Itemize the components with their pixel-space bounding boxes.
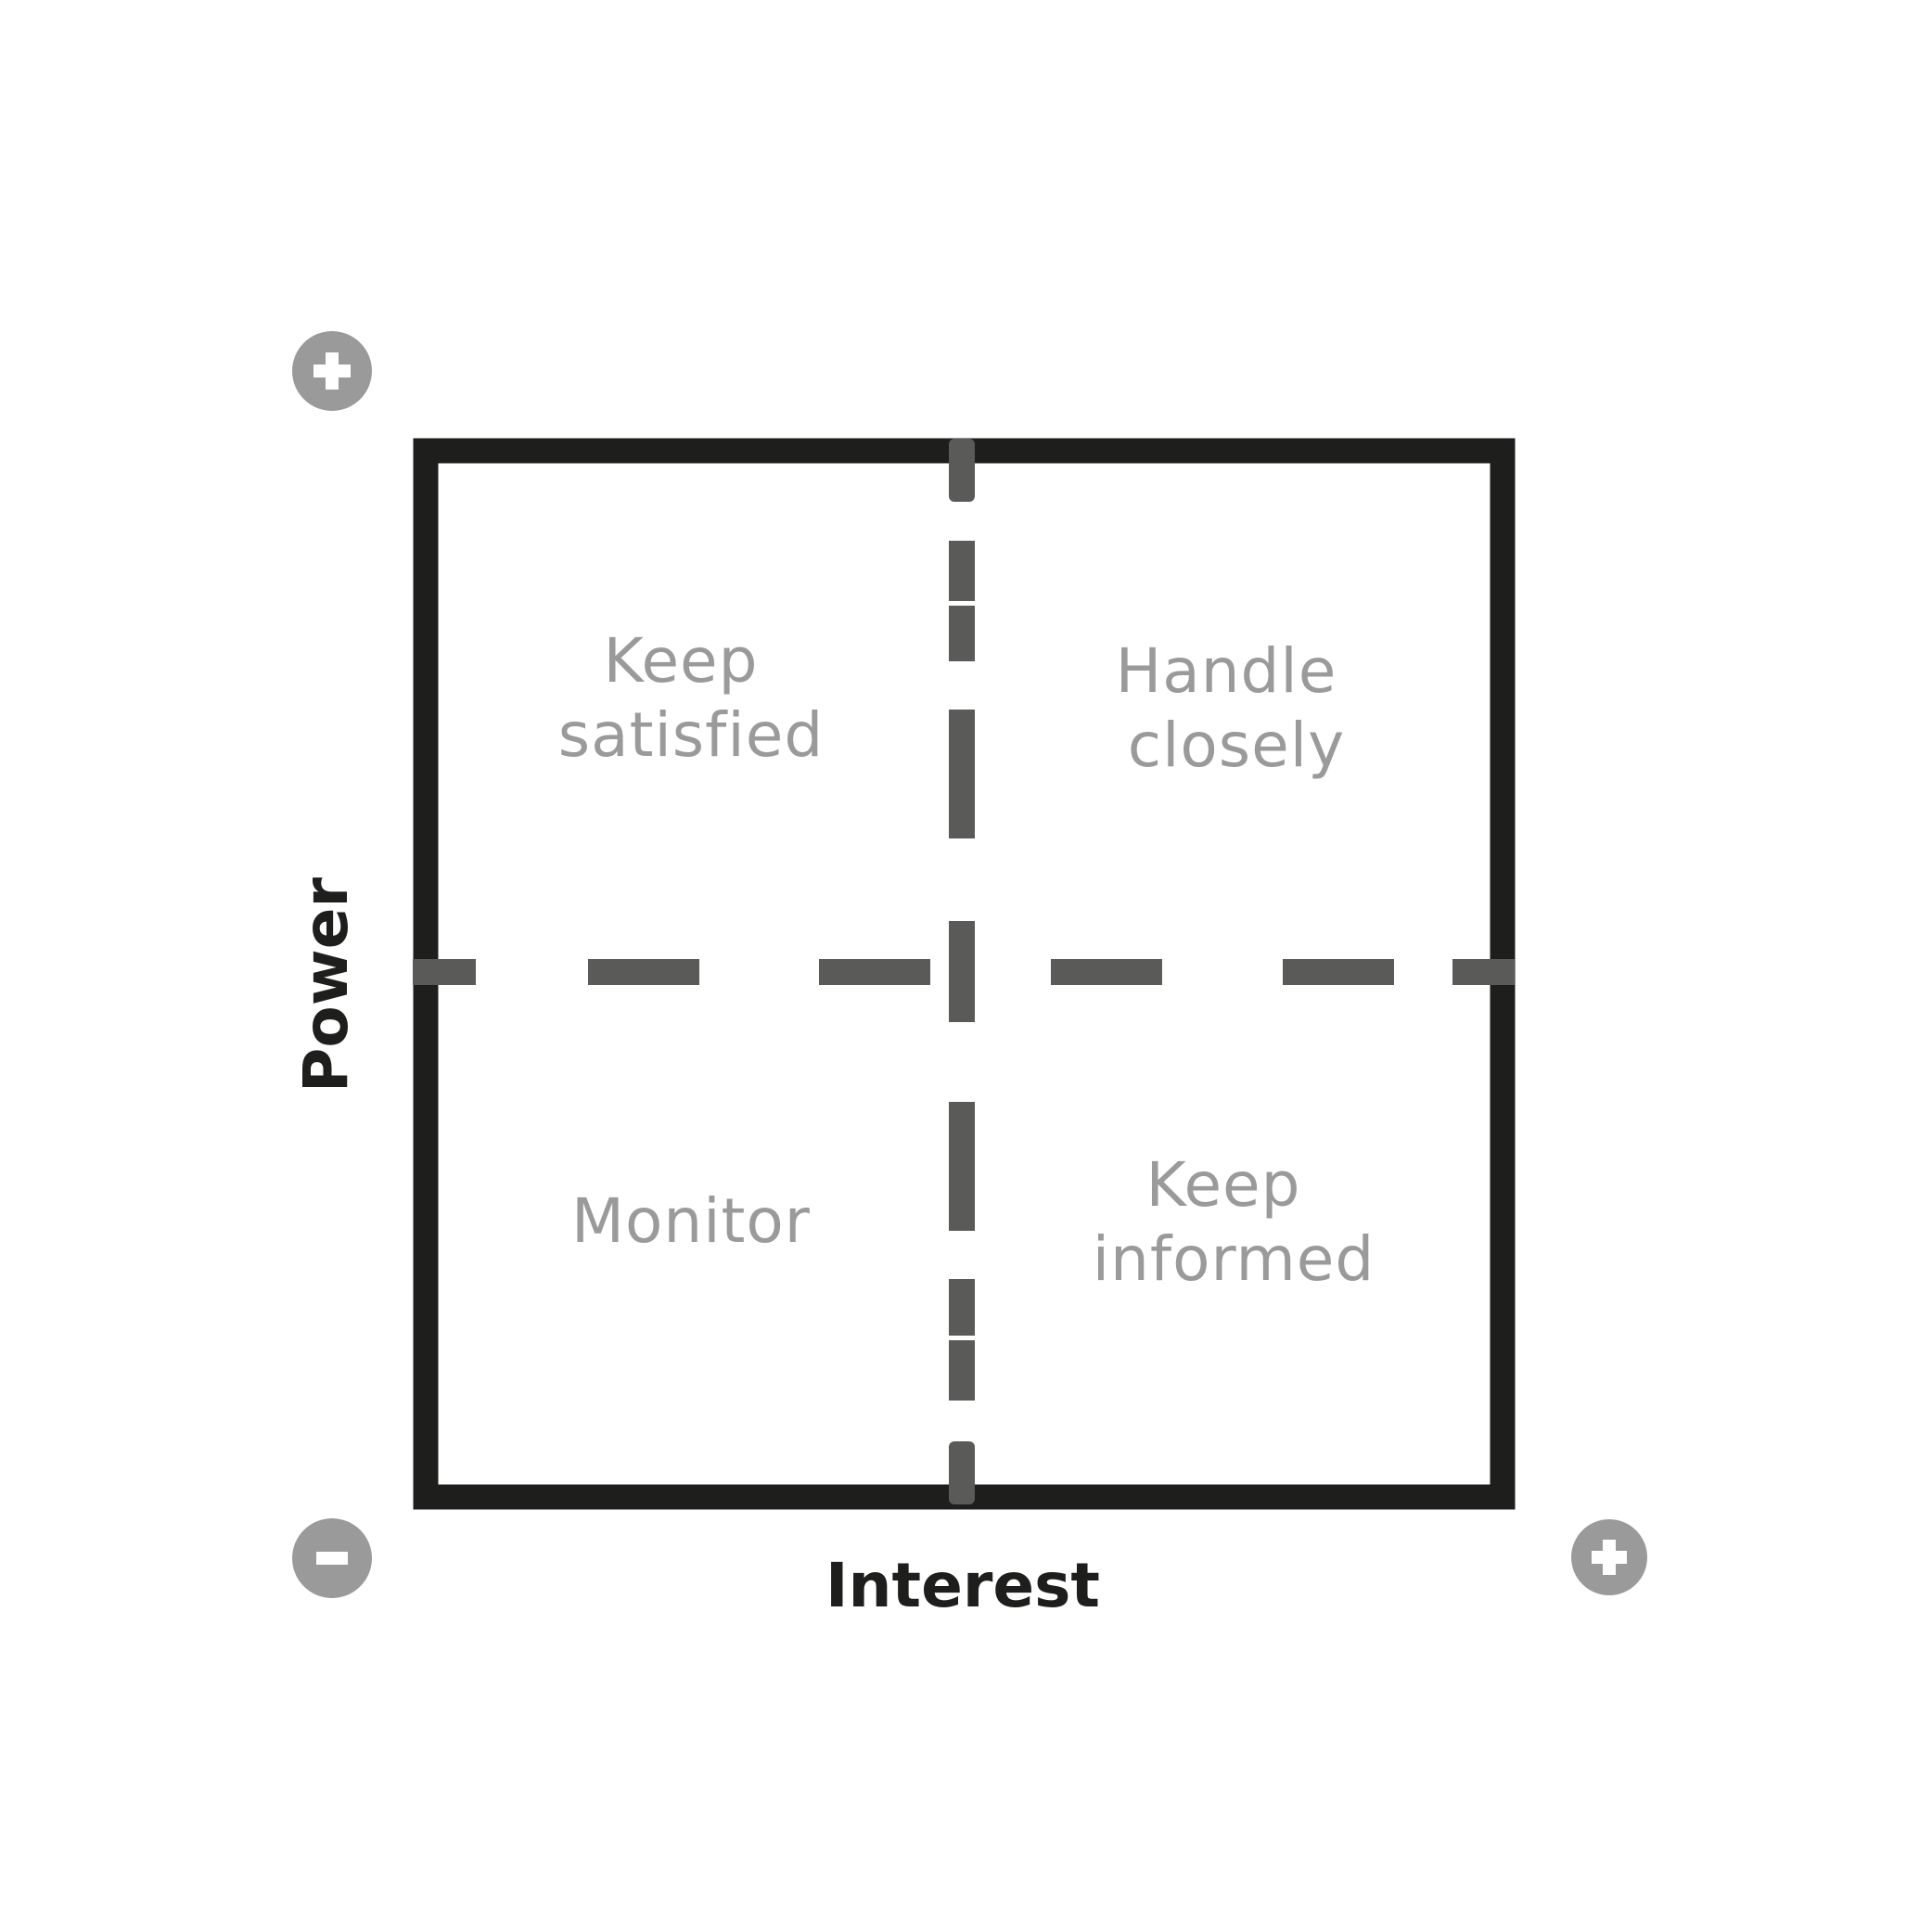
quadrant-top-right-line-1: Handle bbox=[1116, 635, 1337, 707]
quadrant-bottom-right-line-1: Keep bbox=[1145, 1149, 1300, 1221]
quadrant-top-left-label: Keep satisfied bbox=[558, 625, 825, 771]
origin-minus-icon bbox=[292, 1518, 372, 1598]
quadrant-top-right-line-2: closely bbox=[1128, 710, 1345, 781]
horizontal-divider bbox=[413, 959, 1515, 985]
x-high-plus-icon bbox=[1571, 1519, 1647, 1595]
quadrant-bottom-left-line-1: Monitor bbox=[571, 1185, 811, 1257]
quadrant-top-right-label: Handle closely bbox=[1116, 635, 1358, 781]
quadrant-bottom-right-line-2: informed bbox=[1093, 1223, 1375, 1295]
x-axis-label: Interest bbox=[825, 1550, 1100, 1621]
vertical-divider bbox=[949, 439, 975, 1504]
quadrant-bottom-left-label: Monitor bbox=[571, 1185, 811, 1257]
quadrant-top-left-line-2: satisfied bbox=[558, 699, 825, 771]
y-high-plus-icon bbox=[292, 331, 372, 411]
quadrant-bottom-right-label: Keep informed bbox=[1093, 1149, 1375, 1295]
quadrant-top-left-line-1: Keep bbox=[603, 625, 758, 697]
y-axis-label: Power bbox=[290, 877, 362, 1093]
